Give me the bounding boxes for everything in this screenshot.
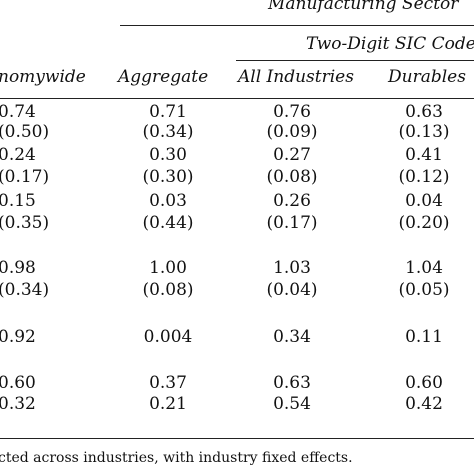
table-cell: 0.30 (149, 145, 187, 165)
table-cell: 0.54 (273, 394, 311, 414)
header-bottom-rule (0, 98, 474, 99)
table-cell: 0.004 (143, 327, 193, 347)
table-cell: 0.03 (149, 191, 187, 211)
table-cell: 0.27 (273, 145, 311, 165)
table-cell: 0.63 (273, 373, 311, 393)
table-cell: (0.12) (398, 167, 450, 187)
footnote: cted across industries, with industry fi… (0, 450, 353, 466)
table-cell: 0.15 (0, 191, 36, 211)
table-cell: 0.37 (149, 373, 187, 393)
sub-header-rule (236, 60, 474, 61)
table-cell: 0.11 (405, 327, 443, 347)
table-cell: 0.34 (273, 327, 311, 347)
table-cell: (0.50) (0, 122, 50, 142)
table-cell: 0.04 (405, 191, 443, 211)
table-cell: 0.60 (405, 373, 443, 393)
table-cell: 0.21 (149, 394, 187, 414)
table-cell: (0.44) (142, 213, 194, 233)
super-header: Manufacturing Sector (268, 0, 459, 14)
table-cell: 1.00 (149, 258, 187, 278)
table-cell: 0.32 (0, 394, 36, 414)
table-cell: 0.76 (273, 102, 311, 122)
table-cell: 0.24 (0, 145, 36, 165)
table-cell: (0.30) (142, 167, 194, 187)
table-cell: 0.71 (149, 102, 187, 122)
table-cell: 1.04 (405, 258, 443, 278)
table-cell: 0.42 (405, 394, 443, 414)
column-header-durables: Durables (388, 67, 466, 87)
table-cell: (0.08) (266, 167, 318, 187)
table-cell: 0.60 (0, 373, 36, 393)
table-bottom-rule (0, 438, 474, 439)
table-cell: (0.20) (398, 213, 450, 233)
column-header-economywide: nomywide (0, 67, 86, 87)
table-cell: (0.08) (142, 280, 194, 300)
table-cell: 0.26 (273, 191, 311, 211)
table-cell: (0.09) (266, 122, 318, 142)
table-cell: 0.92 (0, 327, 36, 347)
table-cell: (0.17) (266, 213, 318, 233)
table-cell: (0.17) (0, 167, 50, 187)
table-cell: 0.63 (405, 102, 443, 122)
table-cell: (0.34) (142, 122, 194, 142)
table-cell: 1.03 (273, 258, 311, 278)
column-header-aggregate: Aggregate (118, 67, 209, 87)
table-cell: (0.13) (398, 122, 450, 142)
table-cell: 0.41 (405, 145, 443, 165)
table-cell: (0.35) (0, 213, 50, 233)
table-cell: 0.74 (0, 102, 36, 122)
table-cell: (0.05) (398, 280, 450, 300)
super-header-rule (120, 25, 474, 26)
sub-header: Two-Digit SIC Code (306, 34, 474, 54)
table-cell: (0.34) (0, 280, 50, 300)
column-header-all-industries: All Industries (238, 67, 354, 87)
table-cell: 0.98 (0, 258, 36, 278)
table-cell: (0.04) (266, 280, 318, 300)
